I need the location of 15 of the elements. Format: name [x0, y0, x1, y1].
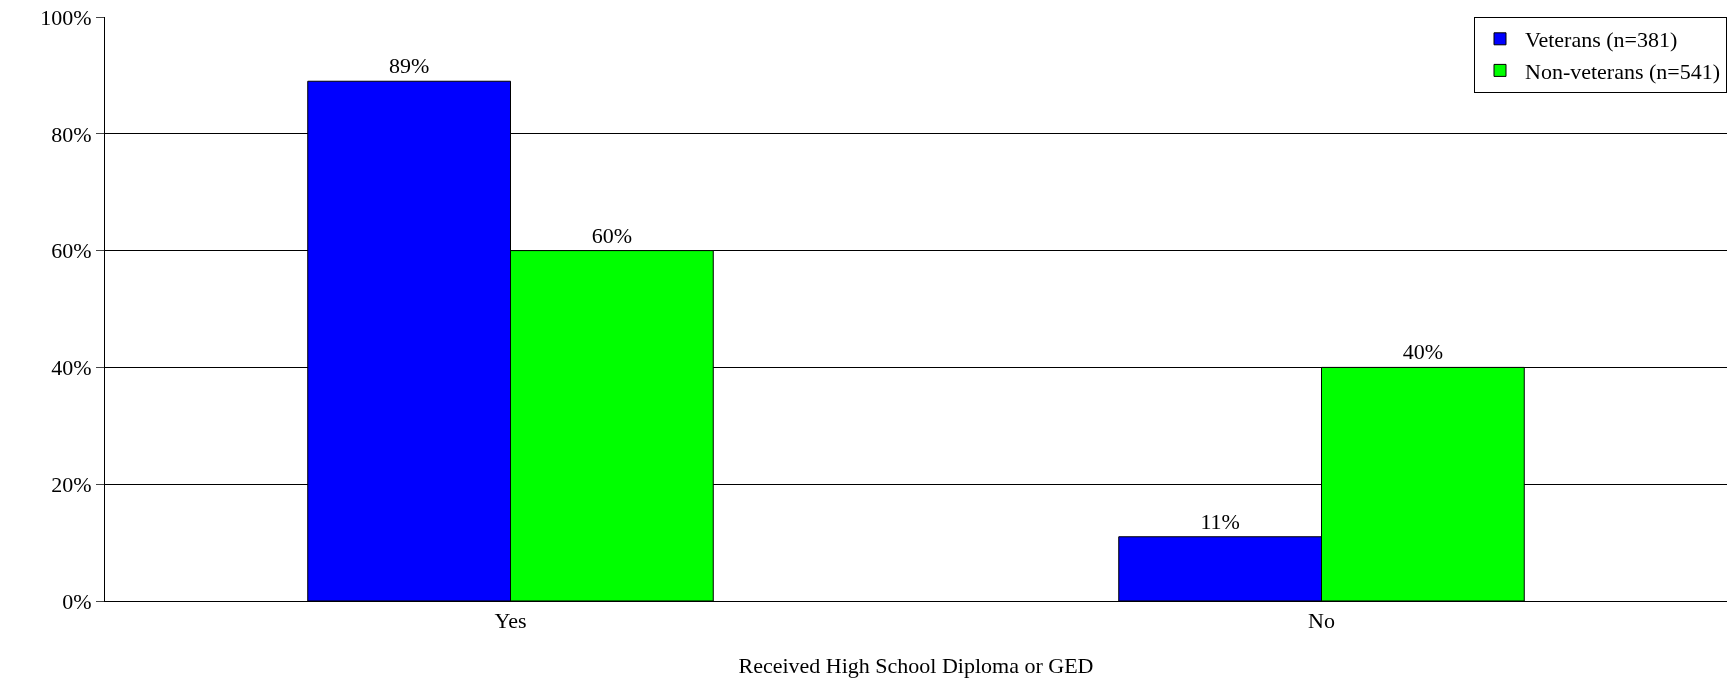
y-tick-label: 40%: [51, 355, 92, 381]
data-label: 60%: [591, 222, 633, 248]
y-tick-label: 0%: [62, 588, 92, 614]
data-label: 40%: [1402, 339, 1444, 365]
y-tick-label: 60%: [51, 238, 92, 264]
legend-label: Veterans (n=381): [1525, 27, 1678, 53]
x-tick-label: No: [1308, 608, 1335, 634]
y-tick-label: 20%: [51, 471, 92, 497]
legend-label: Non-veterans (n=541): [1525, 58, 1721, 84]
y-tick-label: 100%: [40, 4, 92, 30]
x-tick-label: Yes: [494, 608, 527, 634]
data-label: 11%: [1200, 508, 1240, 534]
x-axis-title: Received High School Diploma or GED: [738, 653, 1094, 679]
y-tick-label: 80%: [51, 121, 92, 147]
data-label: 89%: [388, 53, 430, 79]
